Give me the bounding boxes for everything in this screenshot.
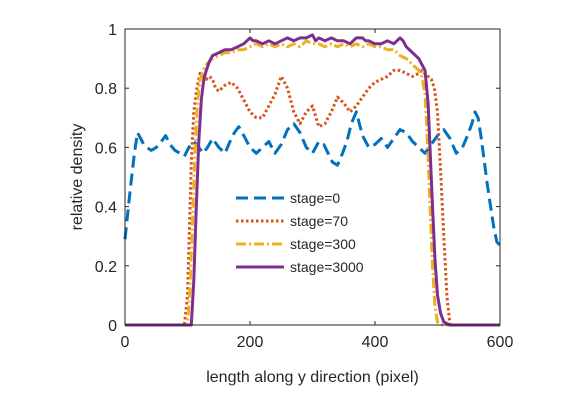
- y-tick-label: 0.8: [95, 81, 117, 98]
- series-line-stage-3000: [125, 33, 500, 327]
- series-layer: [123, 33, 502, 327]
- legend-label-stage-3000: stage=3000: [290, 259, 364, 275]
- series-line-stage-0: [123, 110, 502, 247]
- x-tick-label: 200: [237, 334, 264, 351]
- x-tick-label: 600: [487, 334, 514, 351]
- legend-label-stage-0: stage=0: [290, 190, 340, 206]
- legend-label-stage-70: stage=70: [290, 213, 348, 229]
- y-tick-label: 1: [108, 22, 117, 39]
- axes-layer: 0 200 400 600 0 0.2 0.4 0.6 0.8 1: [95, 22, 514, 351]
- legend: stage=0 stage=70 stage=300 stage=3000: [226, 184, 394, 284]
- y-tick-label: 0.4: [95, 200, 117, 217]
- x-tick-label: 400: [362, 334, 389, 351]
- x-axis-label: length along y direction (pixel): [206, 369, 419, 386]
- x-tick-label: 0: [121, 334, 130, 351]
- y-tick-label: 0.6: [95, 140, 117, 157]
- y-tick-label: 0: [108, 318, 117, 335]
- y-tick-label: 0.2: [95, 259, 117, 276]
- axes-box: [124, 28, 501, 326]
- legend-label-stage-300: stage=300: [290, 236, 356, 252]
- y-axis-label: relative density: [69, 124, 86, 231]
